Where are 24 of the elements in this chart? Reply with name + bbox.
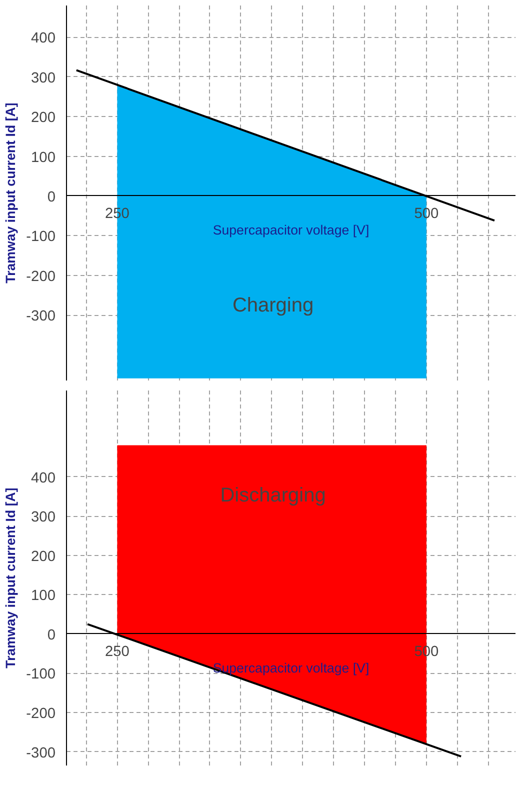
y-tick-label: 100 xyxy=(31,588,56,604)
y-tick-label: 300 xyxy=(31,510,56,526)
annotation: Discharging xyxy=(220,484,326,506)
y-axis-title: Tramway input current Id [A] xyxy=(3,102,18,284)
y-tick-label: 200 xyxy=(31,110,56,126)
y-tick-label: -100 xyxy=(26,666,56,683)
y-tick-label: -200 xyxy=(26,268,56,285)
y-tick-label: 400 xyxy=(31,470,56,486)
y-tick-label: 400 xyxy=(31,30,56,47)
y-tick-label: 0 xyxy=(47,627,56,644)
y-tick-label: 100 xyxy=(31,150,56,166)
x-axis-title: Supercapacitor voltage [V] xyxy=(212,660,370,676)
y-tick-label: -300 xyxy=(26,308,56,325)
y-tick-label: 300 xyxy=(31,70,56,86)
y-tick-label: 200 xyxy=(31,548,56,565)
y-tick-label: 0 xyxy=(47,189,56,206)
y-axis-title: Tramway input current Id [A] xyxy=(3,488,18,668)
x-tick-label: 250 xyxy=(104,644,130,660)
y-tick-label: -300 xyxy=(26,745,56,762)
x-tick-label: 500 xyxy=(414,206,439,222)
annotation: Charging xyxy=(232,294,314,316)
y-tick-label: -200 xyxy=(26,706,56,722)
x-axis-title: Supercapacitor voltage [V] xyxy=(212,222,370,238)
y-tick-label: -100 xyxy=(26,229,56,246)
